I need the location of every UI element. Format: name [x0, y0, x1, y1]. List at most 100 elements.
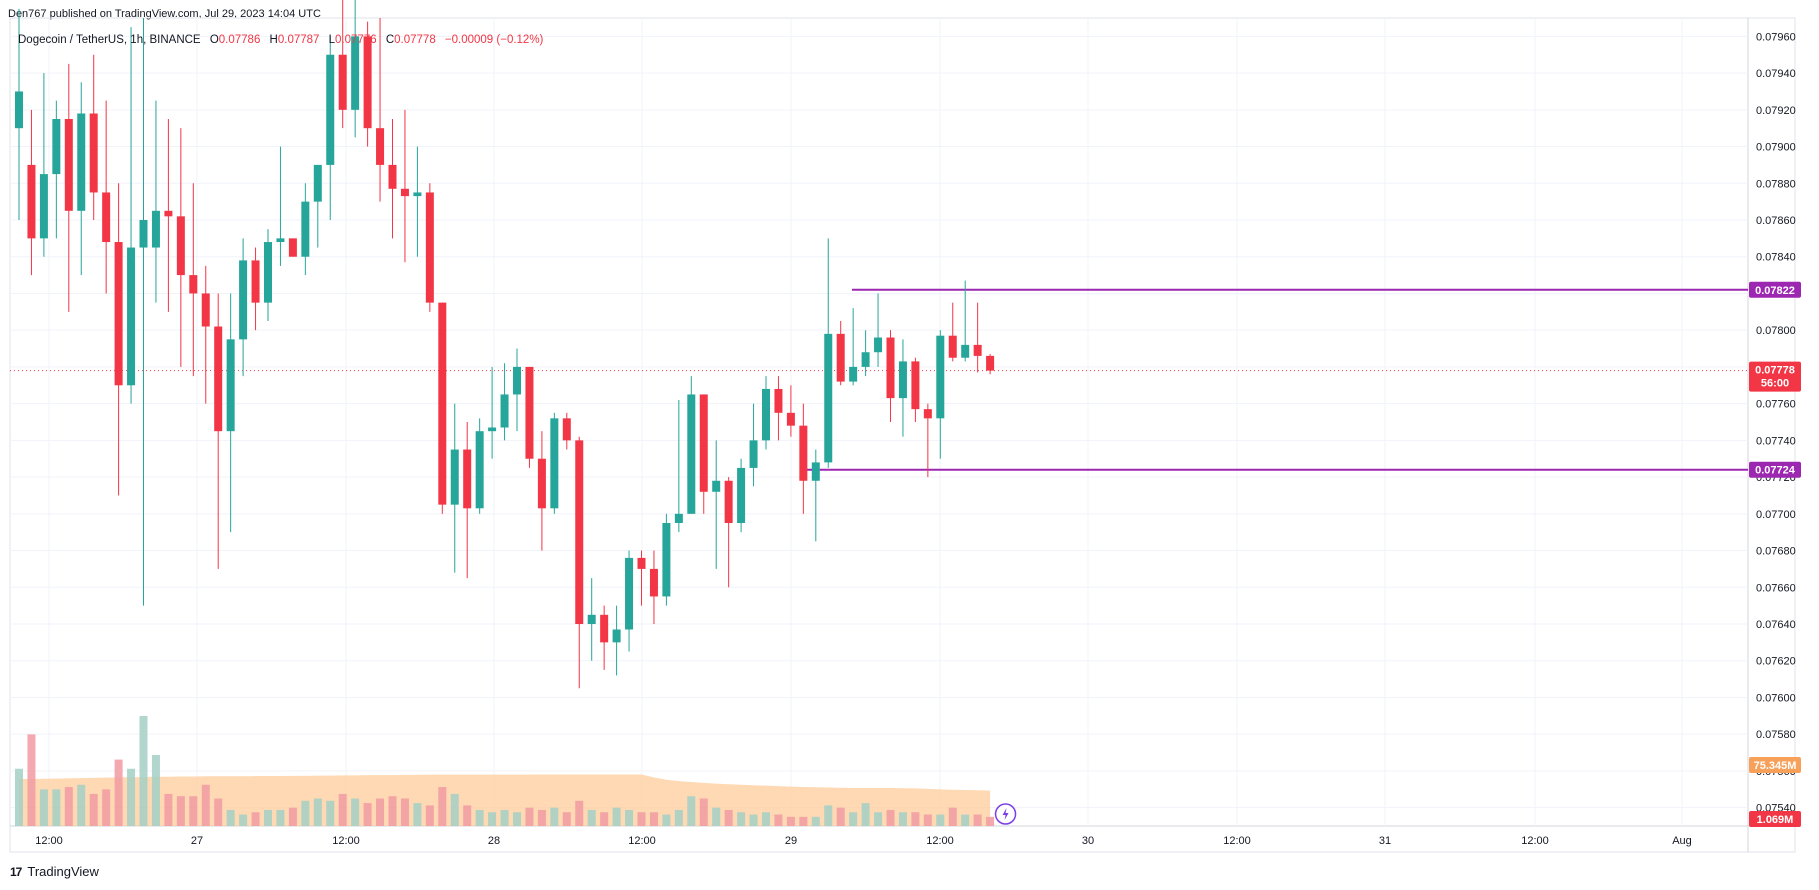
- candle-body[interactable]: [674, 513, 683, 523]
- candle-body[interactable]: [649, 568, 658, 597]
- candle-body[interactable]: [151, 210, 160, 248]
- candle-body[interactable]: [699, 394, 708, 492]
- volume-bar: [114, 759, 123, 826]
- candle-body[interactable]: [799, 425, 808, 481]
- volume-bar: [189, 796, 198, 826]
- x-tick-label: 12:00: [1521, 835, 1549, 847]
- candle-body[interactable]: [712, 480, 721, 492]
- candle-body[interactable]: [550, 418, 559, 509]
- candle-body[interactable]: [562, 418, 571, 441]
- candle-body[interactable]: [251, 260, 260, 303]
- candle-body[interactable]: [139, 220, 148, 248]
- candle-body[interactable]: [824, 333, 833, 463]
- candle-body[interactable]: [264, 242, 272, 303]
- candle-body[interactable]: [425, 192, 434, 303]
- candle-body[interactable]: [176, 216, 185, 276]
- candle-body[interactable]: [413, 192, 422, 197]
- candle-body[interactable]: [64, 119, 73, 211]
- candle-body[interactable]: [973, 344, 982, 356]
- high-key: H: [269, 34, 278, 46]
- y-tick-label: 0.07920: [1756, 105, 1796, 117]
- volume-bar: [450, 793, 459, 826]
- x-tick-label: 12:00: [628, 835, 656, 847]
- candle-body[interactable]: [874, 337, 883, 353]
- candle-body[interactable]: [948, 335, 957, 358]
- candle-body[interactable]: [836, 333, 845, 382]
- volume-bar: [662, 814, 671, 826]
- candle-body[interactable]: [52, 119, 61, 175]
- candle-body[interactable]: [226, 339, 235, 432]
- candle-body[interactable]: [214, 326, 223, 432]
- candle-body[interactable]: [575, 440, 584, 624]
- candle-body[interactable]: [911, 361, 920, 410]
- candle-body[interactable]: [276, 238, 285, 243]
- candle-body[interactable]: [475, 431, 484, 509]
- candle-body[interactable]: [27, 164, 36, 239]
- last-price-badge: [1749, 361, 1801, 392]
- candle-body[interactable]: [239, 260, 248, 340]
- candle-body[interactable]: [737, 467, 746, 523]
- candle-body[interactable]: [936, 335, 945, 419]
- candle-body[interactable]: [513, 366, 521, 395]
- support-price-text: 0.07724: [1755, 465, 1796, 477]
- candle-body[interactable]: [114, 242, 123, 386]
- candle-body[interactable]: [849, 366, 858, 382]
- candle-body[interactable]: [625, 557, 634, 630]
- candle-body[interactable]: [388, 164, 397, 189]
- candle-body[interactable]: [861, 352, 870, 367]
- candle-body[interactable]: [537, 458, 546, 509]
- candle-body[interactable]: [201, 293, 210, 327]
- candle-body[interactable]: [363, 36, 372, 129]
- candle-body[interactable]: [587, 614, 596, 624]
- candle-body[interactable]: [400, 188, 409, 197]
- candle-body[interactable]: [351, 36, 360, 110]
- candle-body[interactable]: [450, 449, 459, 505]
- candle-body[interactable]: [961, 344, 970, 358]
- candle-body[interactable]: [127, 247, 136, 386]
- candle-body[interactable]: [898, 361, 907, 399]
- candle-body[interactable]: [488, 427, 497, 432]
- candle-body[interactable]: [525, 366, 534, 459]
- candle-body[interactable]: [637, 557, 646, 569]
- candle-body[interactable]: [102, 192, 111, 243]
- candle-body[interactable]: [762, 388, 770, 441]
- volume-bar: [438, 787, 447, 826]
- candle-body[interactable]: [811, 462, 820, 481]
- candle-body[interactable]: [39, 174, 48, 239]
- candle-body[interactable]: [89, 113, 98, 193]
- candle-body[interactable]: [724, 480, 733, 523]
- candle-body[interactable]: [301, 201, 310, 257]
- candle-body[interactable]: [463, 449, 472, 509]
- candle-body[interactable]: [687, 394, 696, 514]
- candle-body[interactable]: [786, 412, 795, 426]
- candle-body[interactable]: [986, 355, 995, 371]
- candle-body[interactable]: [612, 629, 621, 643]
- candle-body[interactable]: [438, 302, 447, 505]
- candle-body[interactable]: [77, 113, 86, 211]
- candle-body[interactable]: [376, 128, 385, 165]
- candle-body[interactable]: [886, 337, 895, 399]
- candle-body[interactable]: [338, 54, 347, 110]
- candle-body[interactable]: [288, 238, 297, 257]
- volume-bar: [376, 798, 385, 826]
- candle-body[interactable]: [923, 409, 932, 419]
- candle-body[interactable]: [313, 164, 322, 202]
- candle-body[interactable]: [326, 54, 335, 165]
- volume-bar: [488, 812, 497, 826]
- close-key: C: [385, 34, 395, 46]
- candle-body[interactable]: [749, 440, 758, 468]
- volume-bar: [77, 784, 86, 826]
- volume-bar: [699, 798, 708, 826]
- candle-body[interactable]: [600, 614, 609, 643]
- volume-bar: [176, 796, 185, 826]
- candle-body[interactable]: [164, 210, 173, 217]
- candle-body[interactable]: [189, 275, 198, 294]
- candle-body[interactable]: [662, 523, 671, 597]
- candle-body[interactable]: [15, 91, 23, 129]
- candle-body[interactable]: [774, 388, 783, 413]
- symbol-label[interactable]: Dogecoin / TetherUS, 1h, BINANCE: [18, 34, 201, 46]
- candle-body[interactable]: [500, 394, 509, 428]
- brand-footer[interactable]: 17 TradingView: [10, 864, 99, 879]
- close-value: 0.07778: [394, 34, 436, 46]
